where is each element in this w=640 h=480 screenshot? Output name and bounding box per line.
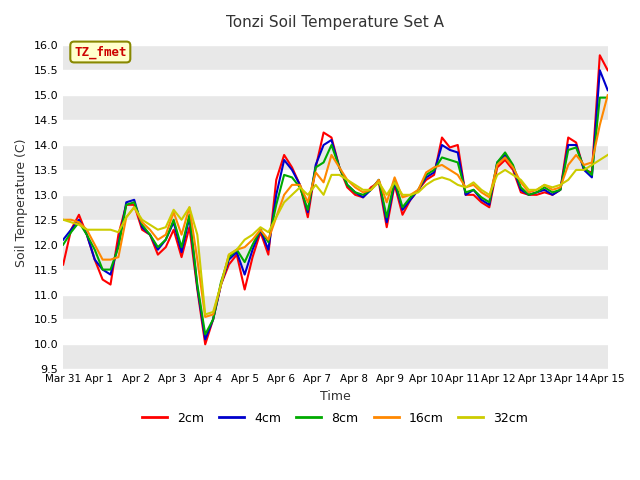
4cm (296, 182, 304, 188)
4cm (604, 87, 612, 93)
X-axis label: Time: Time (320, 390, 351, 403)
2cm (604, 67, 612, 73)
8cm (202, 332, 209, 337)
Bar (63, 195, 608, 220)
Bar (63, 95, 608, 120)
2cm (533, 192, 541, 198)
32cm (525, 187, 532, 193)
16cm (233, 247, 241, 252)
8cm (60, 242, 67, 248)
4cm (596, 67, 604, 73)
16cm (533, 187, 541, 193)
Bar (63, 145, 608, 170)
2cm (186, 224, 193, 230)
4cm (60, 237, 67, 242)
32cm (131, 204, 138, 210)
4cm (233, 249, 241, 255)
Line: 4cm: 4cm (63, 70, 608, 339)
32cm (533, 187, 541, 193)
16cm (131, 204, 138, 210)
2cm (296, 182, 304, 188)
Line: 16cm: 16cm (63, 95, 608, 317)
4cm (367, 187, 375, 193)
8cm (596, 95, 604, 100)
32cm (367, 187, 375, 193)
Bar (63, 344, 608, 369)
Line: 2cm: 2cm (63, 55, 608, 344)
2cm (131, 202, 138, 208)
32cm (186, 204, 193, 210)
32cm (202, 312, 209, 317)
Legend: 2cm, 4cm, 8cm, 16cm, 32cm: 2cm, 4cm, 8cm, 16cm, 32cm (143, 412, 529, 425)
2cm (596, 52, 604, 58)
32cm (60, 217, 67, 223)
4cm (131, 197, 138, 203)
Line: 32cm: 32cm (63, 155, 608, 314)
32cm (233, 247, 241, 252)
16cm (60, 217, 67, 223)
32cm (604, 152, 612, 158)
8cm (533, 190, 541, 195)
8cm (186, 212, 193, 217)
16cm (604, 92, 612, 98)
2cm (60, 262, 67, 267)
Bar (63, 295, 608, 319)
2cm (233, 252, 241, 257)
8cm (131, 199, 138, 205)
Title: Tonzi Soil Temperature Set A: Tonzi Soil Temperature Set A (227, 15, 444, 30)
4cm (533, 190, 541, 195)
16cm (186, 204, 193, 210)
8cm (604, 95, 612, 100)
16cm (525, 190, 532, 195)
16cm (202, 314, 209, 320)
2cm (202, 341, 209, 347)
Text: TZ_fmet: TZ_fmet (74, 45, 127, 59)
8cm (367, 187, 375, 193)
8cm (296, 184, 304, 190)
16cm (367, 187, 375, 193)
8cm (233, 247, 241, 252)
Bar (63, 45, 608, 70)
2cm (367, 184, 375, 190)
4cm (186, 215, 193, 220)
Line: 8cm: 8cm (63, 97, 608, 335)
Y-axis label: Soil Temperature (C): Soil Temperature (C) (15, 138, 28, 266)
Bar (63, 245, 608, 270)
4cm (202, 336, 209, 342)
